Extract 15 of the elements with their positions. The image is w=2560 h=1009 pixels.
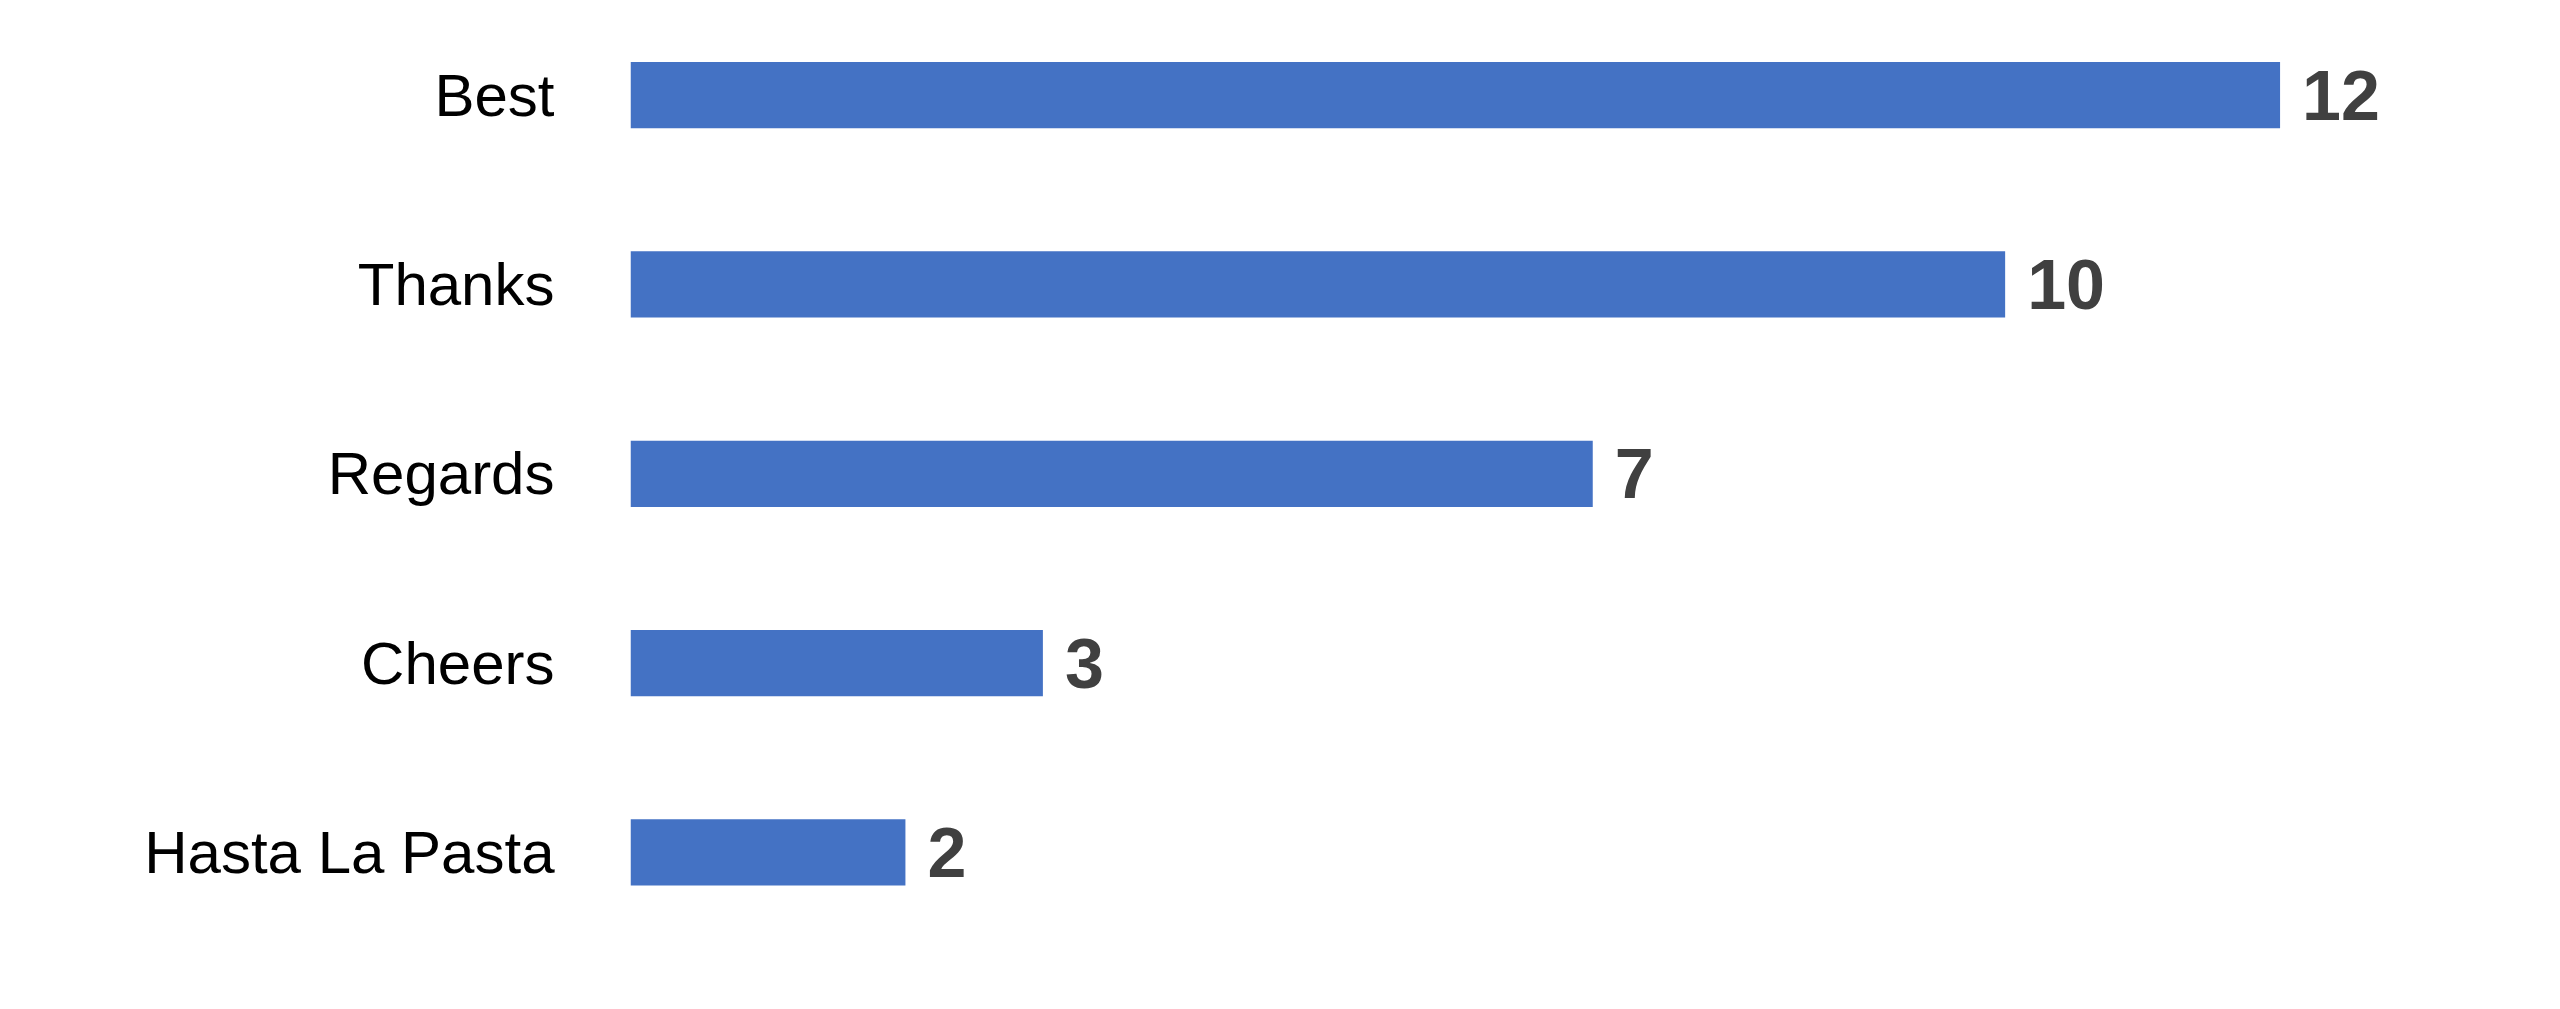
bar (630, 629, 1043, 697)
bar (630, 62, 2281, 129)
y-tick-label: Regards (327, 440, 555, 508)
y-tick-label: Thanks (357, 250, 555, 318)
y-tick-label: Best (434, 61, 555, 129)
data-label: 10 (2027, 245, 2106, 324)
data-label: 7 (1614, 435, 1654, 514)
data-label: 2 (927, 813, 967, 892)
data-label: 12 (2302, 56, 2380, 135)
bar (630, 251, 2006, 318)
y-tick-label: Cheers (361, 629, 555, 697)
bar (630, 440, 1593, 507)
data-label: 3 (1064, 624, 1104, 703)
bar (630, 819, 906, 886)
y-tick-label: Hasta La Pasta (144, 818, 556, 886)
